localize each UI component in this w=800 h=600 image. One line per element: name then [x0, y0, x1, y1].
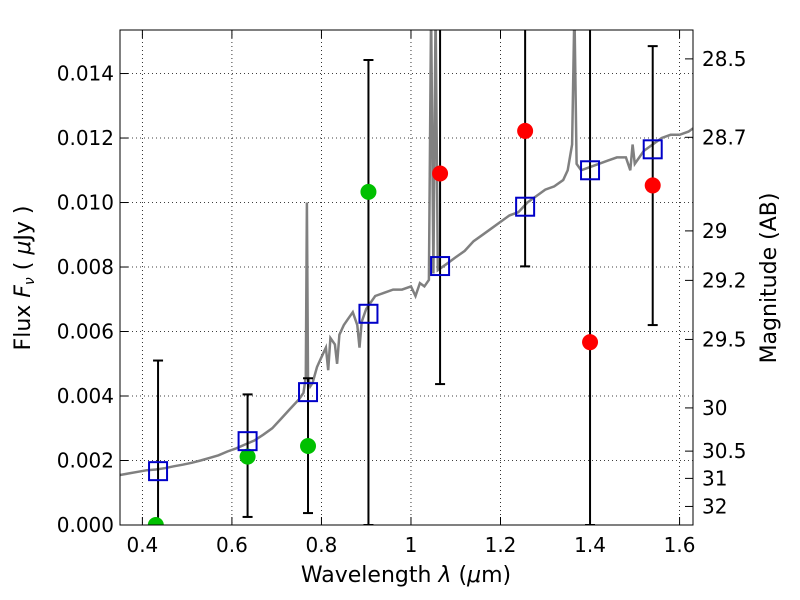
- plot-area: [120, 30, 693, 525]
- y2-tick-label: 30: [702, 396, 727, 420]
- y2-tick-label: 32: [702, 494, 727, 518]
- y2-tick-label: 30.5: [702, 439, 747, 463]
- square-point: [430, 256, 451, 277]
- y2-tick-label: 31: [702, 466, 727, 490]
- square-point: [358, 303, 379, 324]
- y-tick-label: 0.002: [57, 449, 114, 473]
- square-point: [515, 196, 536, 217]
- y-tick-label: 0.000: [57, 513, 114, 537]
- y-tick-label: 0.014: [57, 62, 114, 86]
- square-points: [148, 139, 663, 482]
- green-point: [147, 517, 164, 525]
- grid: [120, 30, 693, 526]
- y-tick-label: 0.008: [57, 255, 114, 279]
- y-tick-label: 0.004: [57, 384, 114, 408]
- x-tick-label: 1.2: [485, 533, 517, 557]
- y2-tick-label: 29.2: [702, 268, 747, 292]
- green-point: [239, 448, 256, 465]
- x-axis-ticks: 0.4 0.6 0.8 1 1.2 1.4 1.6: [126, 30, 695, 557]
- x-tick-label: 0.6: [216, 533, 248, 557]
- square-point: [298, 382, 319, 403]
- y2-axis-label: Magnitude (AB): [757, 193, 782, 364]
- red-point: [582, 334, 599, 351]
- red-points: [432, 122, 661, 351]
- x-tick-label: 0.8: [306, 533, 338, 557]
- red-point: [517, 122, 534, 139]
- y-axis-label: Flux Fν ( μJy ): [11, 206, 38, 351]
- green-points: [147, 183, 377, 525]
- model-spectrum-line: [120, 30, 693, 477]
- y-tick-label: 0.010: [57, 191, 114, 215]
- y-tick-label: 0.012: [57, 126, 114, 150]
- y2-tick-label: 29.5: [702, 327, 747, 351]
- plot-frame: [119, 29, 694, 526]
- y2-axis-ticks: 28.5 28.7 29 29.2 29.5 30 30.5 31 32: [685, 47, 747, 518]
- square-point: [237, 431, 258, 452]
- square-point: [642, 139, 663, 160]
- red-point: [644, 177, 661, 194]
- x-axis-label: Wavelength λ (μm): [301, 563, 511, 588]
- x-tick-label: 1.4: [574, 533, 606, 557]
- green-point: [300, 437, 317, 454]
- y2-tick-label: 29: [702, 219, 727, 243]
- error-bars: [153, 30, 658, 525]
- y-axis-ticks: 0.000 0.002 0.004 0.006 0.008 0.010 0.012 0.014: [57, 62, 128, 537]
- y2-tick-label: 28.7: [702, 125, 747, 149]
- square-point: [148, 461, 169, 482]
- x-tick-label: 0.4: [126, 533, 158, 557]
- red-point: [432, 165, 449, 182]
- y2-tick-label: 28.5: [702, 47, 747, 71]
- square-point: [580, 160, 601, 181]
- x-tick-label: 1: [405, 533, 418, 557]
- x-tick-label: 1.6: [664, 533, 696, 557]
- y-tick-label: 0.006: [57, 320, 114, 344]
- green-point: [360, 183, 377, 200]
